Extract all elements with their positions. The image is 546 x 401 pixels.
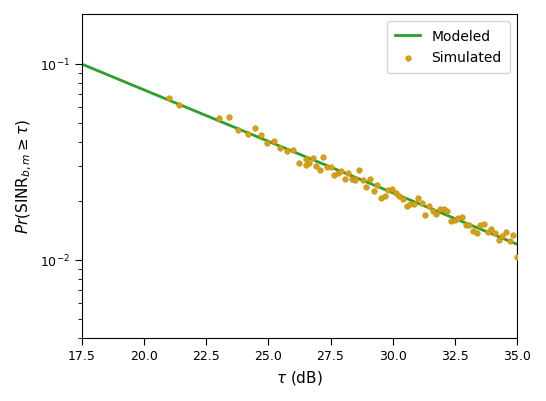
Legend: Modeled, Simulated: Modeled, Simulated	[387, 22, 510, 73]
Simulated	[472, 231, 481, 237]
Modeled	[285, 148, 292, 153]
Simulated	[513, 254, 521, 261]
Simulated	[432, 211, 441, 218]
Simulated	[450, 217, 459, 224]
Simulated	[308, 156, 317, 162]
Simulated	[373, 183, 382, 189]
Simulated	[498, 234, 507, 240]
Simulated	[428, 209, 437, 215]
Line: Modeled: Modeled	[82, 65, 517, 245]
Simulated	[257, 132, 265, 138]
Simulated	[234, 128, 243, 134]
Simulated	[424, 203, 433, 210]
Simulated	[312, 163, 321, 169]
Simulated	[282, 148, 291, 155]
Simulated	[305, 160, 313, 167]
Simulated	[344, 170, 353, 176]
Simulated	[454, 216, 462, 222]
Modeled	[79, 63, 85, 67]
Simulated	[340, 176, 349, 182]
X-axis label: $\tau$ (dB): $\tau$ (dB)	[276, 368, 323, 386]
Simulated	[494, 237, 503, 243]
Simulated	[391, 190, 400, 197]
Simulated	[270, 138, 278, 145]
Simulated	[384, 187, 393, 194]
Simulated	[316, 167, 324, 173]
Simulated	[288, 148, 297, 154]
Simulated	[358, 178, 367, 184]
Simulated	[443, 208, 452, 215]
Simulated	[377, 195, 385, 201]
Simulated	[164, 95, 173, 101]
Modeled	[337, 170, 344, 174]
Simulated	[509, 232, 518, 239]
Y-axis label: $Pr(\mathrm{SINR}_{b,m} \geq \tau)$: $Pr(\mathrm{SINR}_{b,m} \geq \tau)$	[15, 119, 34, 234]
Modeled	[435, 210, 442, 215]
Simulated	[224, 115, 233, 121]
Simulated	[351, 178, 360, 184]
Simulated	[461, 223, 470, 229]
Simulated	[447, 218, 455, 225]
Simulated	[214, 115, 223, 122]
Simulated	[458, 214, 466, 220]
Simulated	[388, 186, 396, 192]
Simulated	[276, 146, 284, 152]
Simulated	[337, 168, 346, 175]
Simulated	[301, 162, 310, 169]
Simulated	[244, 132, 253, 138]
Simulated	[295, 161, 304, 167]
Simulated	[351, 176, 360, 182]
Modeled	[503, 238, 510, 243]
Simulated	[479, 221, 488, 228]
Simulated	[491, 231, 500, 237]
Modeled	[514, 242, 520, 247]
Simulated	[333, 170, 342, 176]
Simulated	[362, 184, 371, 191]
Simulated	[381, 193, 389, 200]
Simulated	[436, 207, 444, 213]
Simulated	[347, 176, 356, 182]
Simulated	[263, 141, 272, 147]
Simulated	[355, 167, 364, 174]
Simulated	[323, 164, 331, 170]
Simulated	[439, 206, 448, 213]
Simulated	[301, 157, 310, 163]
Simulated	[399, 196, 407, 202]
Simulated	[476, 222, 485, 229]
Simulated	[410, 201, 419, 208]
Simulated	[506, 239, 514, 245]
Simulated	[330, 173, 339, 179]
Simulated	[326, 164, 335, 170]
Simulated	[468, 229, 477, 235]
Simulated	[487, 226, 496, 232]
Modeled	[288, 149, 294, 154]
Simulated	[319, 154, 328, 161]
Simulated	[421, 212, 430, 219]
Simulated	[406, 201, 415, 207]
Simulated	[502, 229, 511, 236]
Simulated	[417, 200, 426, 207]
Simulated	[395, 193, 404, 200]
Simulated	[174, 102, 183, 109]
Simulated	[465, 223, 474, 229]
Simulated	[483, 230, 492, 236]
Modeled	[314, 160, 321, 164]
Simulated	[366, 177, 375, 183]
Simulated	[251, 126, 259, 132]
Simulated	[402, 203, 411, 210]
Simulated	[413, 195, 422, 202]
Simulated	[370, 188, 378, 194]
